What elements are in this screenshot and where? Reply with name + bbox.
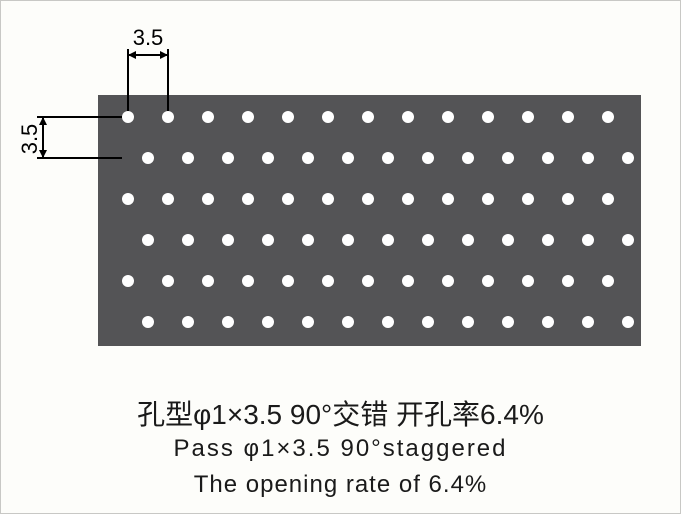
hole xyxy=(242,111,254,123)
dim-v-ext-bottom xyxy=(37,157,122,159)
hole xyxy=(162,193,174,205)
hole xyxy=(562,111,574,123)
hole xyxy=(202,111,214,123)
hole xyxy=(542,152,554,164)
hole xyxy=(362,193,374,205)
hole xyxy=(442,193,454,205)
hole xyxy=(262,316,274,328)
hole xyxy=(182,152,194,164)
hole xyxy=(482,275,494,287)
hole xyxy=(182,316,194,328)
caption-line3: The opening rate of 6.4% xyxy=(1,471,680,499)
hole xyxy=(302,234,314,246)
hole xyxy=(242,275,254,287)
hole xyxy=(402,275,414,287)
hole xyxy=(262,234,274,246)
hole xyxy=(602,111,614,123)
dim-v-label: 3.5 xyxy=(17,114,43,164)
hole xyxy=(382,316,394,328)
hole xyxy=(222,152,234,164)
hole xyxy=(522,275,534,287)
hole xyxy=(582,152,594,164)
hole xyxy=(122,275,134,287)
hole xyxy=(562,193,574,205)
dim-h-arrow-left xyxy=(128,51,136,59)
dim-h-label: 3.5 xyxy=(123,25,173,51)
hole xyxy=(182,234,194,246)
hole xyxy=(402,193,414,205)
hole xyxy=(402,111,414,123)
hole xyxy=(502,316,514,328)
hole xyxy=(262,152,274,164)
hole xyxy=(442,111,454,123)
hole xyxy=(202,275,214,287)
dim-h-arrow-right xyxy=(160,51,168,59)
hole xyxy=(462,316,474,328)
perforated-plate xyxy=(98,95,641,346)
dim-v-ext-top xyxy=(37,116,122,118)
hole xyxy=(442,275,454,287)
hole xyxy=(422,316,434,328)
hole xyxy=(222,316,234,328)
hole xyxy=(242,193,254,205)
hole xyxy=(202,193,214,205)
hole xyxy=(122,193,134,205)
hole xyxy=(622,152,634,164)
hole xyxy=(162,275,174,287)
hole xyxy=(502,152,514,164)
hole xyxy=(422,152,434,164)
hole xyxy=(362,275,374,287)
hole xyxy=(582,316,594,328)
hole xyxy=(542,234,554,246)
hole xyxy=(342,234,354,246)
hole xyxy=(462,234,474,246)
hole xyxy=(322,275,334,287)
hole xyxy=(382,234,394,246)
hole xyxy=(222,234,234,246)
hole xyxy=(522,111,534,123)
hole xyxy=(482,193,494,205)
hole xyxy=(302,152,314,164)
hole xyxy=(122,111,134,123)
hole xyxy=(482,111,494,123)
hole xyxy=(522,193,534,205)
hole xyxy=(462,152,474,164)
hole xyxy=(502,234,514,246)
hole xyxy=(342,316,354,328)
hole xyxy=(142,152,154,164)
caption-line1: 孔型φ1×3.5 90°交错 开孔率6.4% xyxy=(1,393,680,433)
hole xyxy=(322,193,334,205)
hole xyxy=(302,316,314,328)
hole xyxy=(282,111,294,123)
hole xyxy=(542,316,554,328)
hole xyxy=(622,234,634,246)
hole xyxy=(322,111,334,123)
hole xyxy=(422,234,434,246)
hole xyxy=(602,275,614,287)
hole xyxy=(602,193,614,205)
hole xyxy=(282,275,294,287)
hole xyxy=(342,152,354,164)
hole xyxy=(622,316,634,328)
hole xyxy=(282,193,294,205)
caption-line2: Pass φ1×3.5 90°staggered xyxy=(1,435,680,463)
diagram-stage: 3.5 3.5 孔型φ1×3.5 90°交错 开孔率6.4%Pass φ1×3.5 … xyxy=(1,1,680,513)
hole xyxy=(162,111,174,123)
hole xyxy=(562,275,574,287)
hole xyxy=(142,234,154,246)
hole xyxy=(362,111,374,123)
hole xyxy=(582,234,594,246)
hole xyxy=(142,316,154,328)
hole xyxy=(382,152,394,164)
